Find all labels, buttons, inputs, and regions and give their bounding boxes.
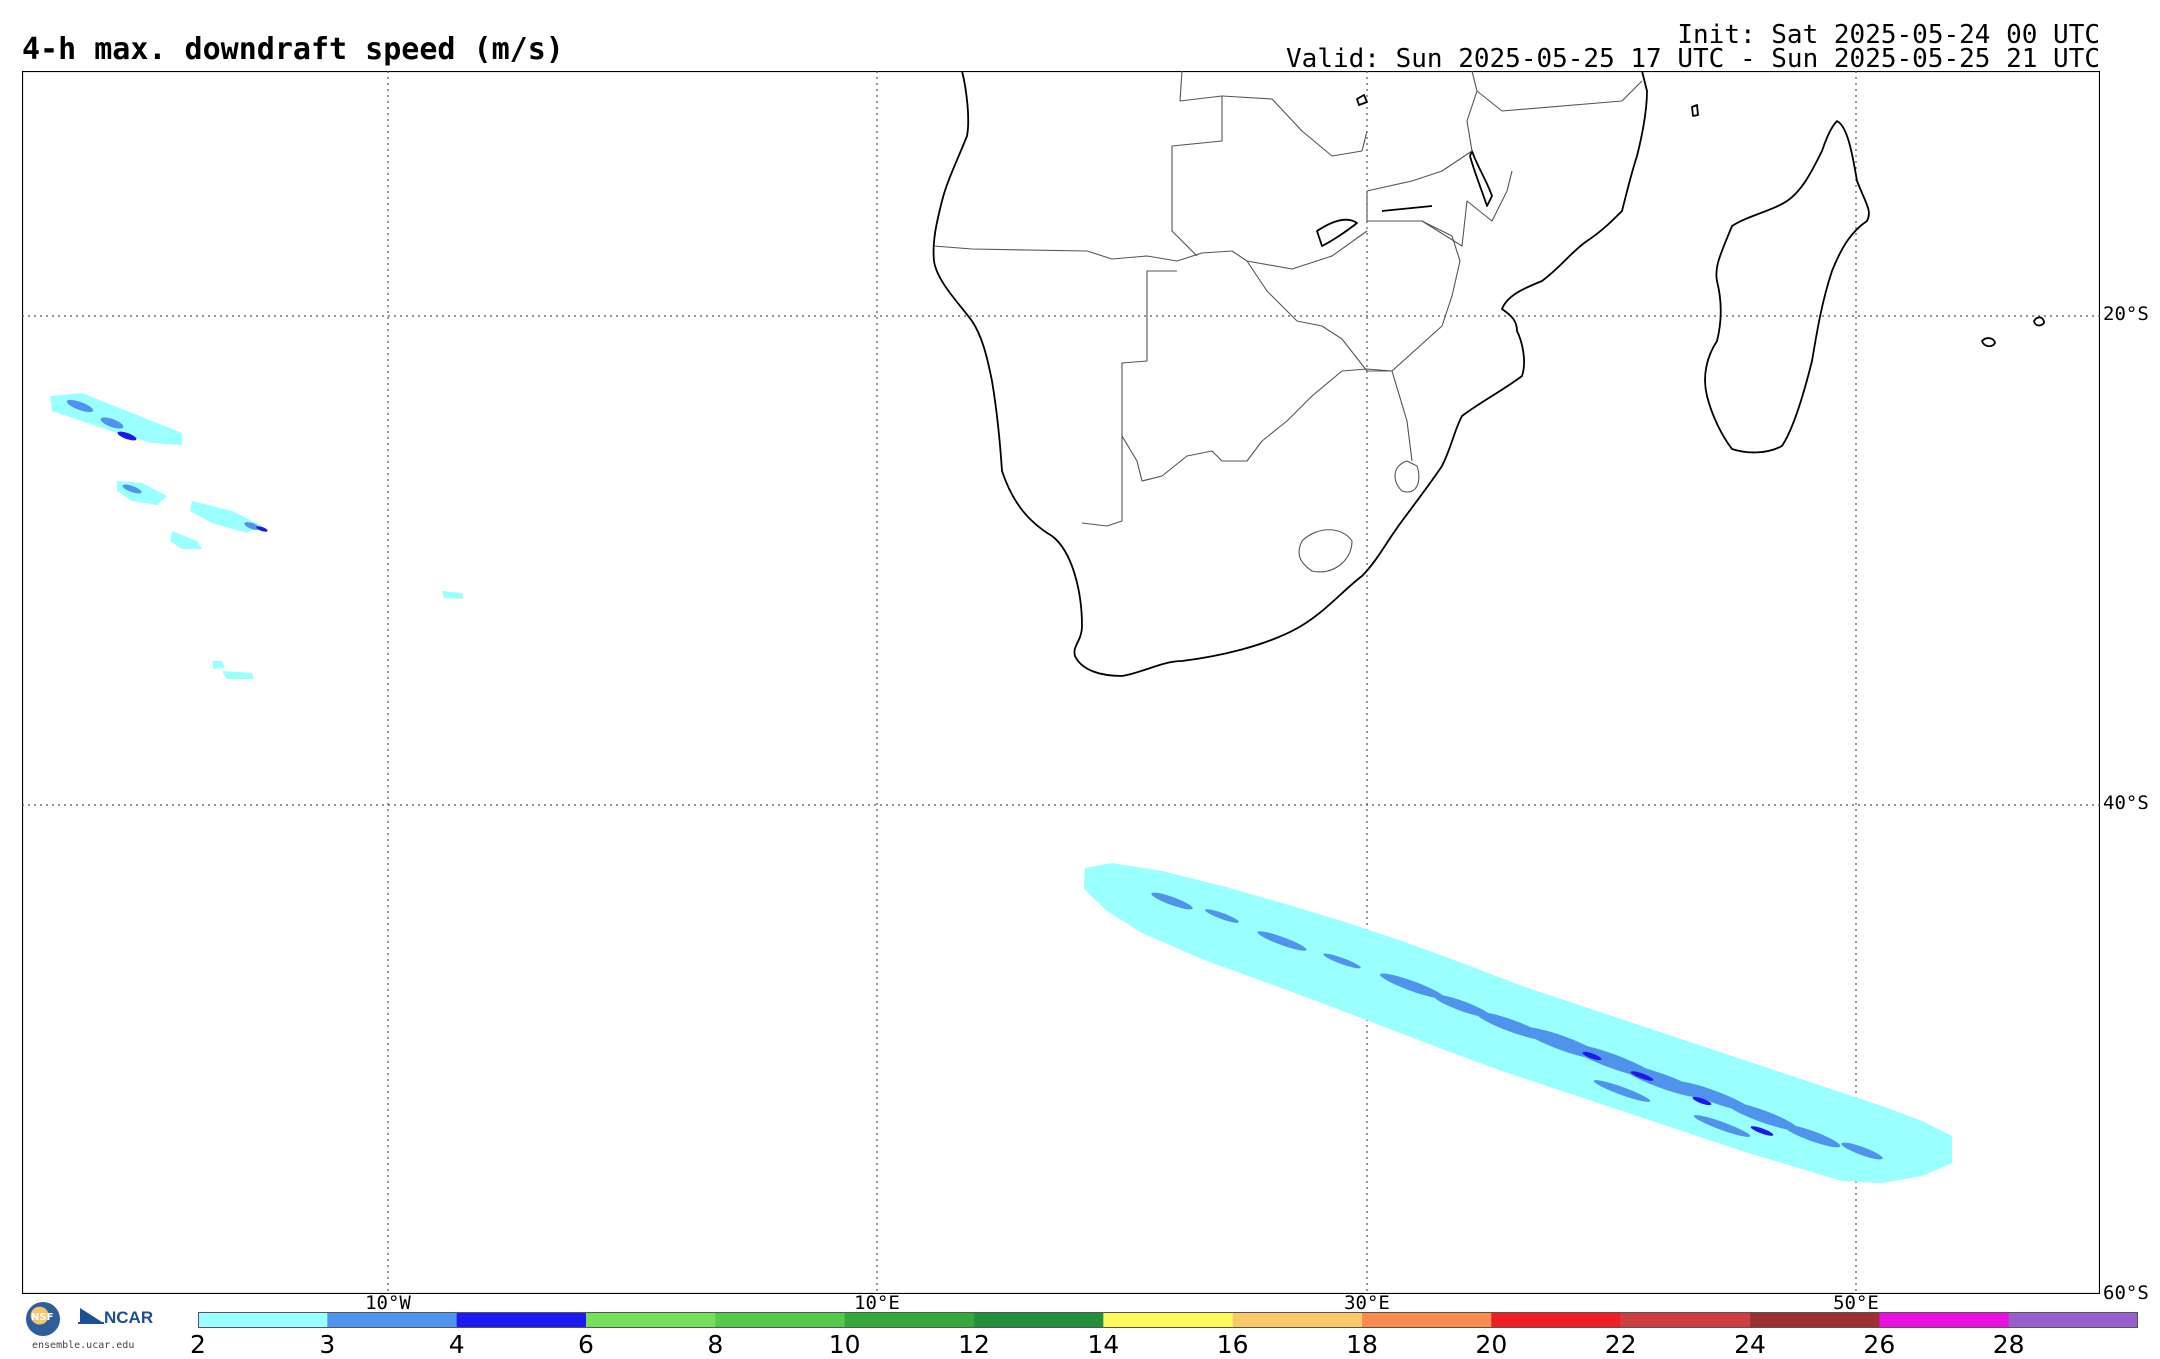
footer-logos: NSF NCAR ensemble.ucar.edu — [22, 1298, 160, 1354]
colorbar-tick-label: 28 — [1992, 1330, 2025, 1359]
colorbar-tick-label: 16 — [1216, 1330, 1249, 1359]
colorbar-tick-label: 14 — [1087, 1330, 1120, 1359]
valid-time: Valid: Sun 2025-05-25 17 UTC - Sun 2025-… — [1286, 44, 2100, 74]
colorbar-swatch-8 — [1232, 1312, 1363, 1328]
colorbar-swatch-0 — [198, 1312, 328, 1328]
lake-tanganyika — [1381, 205, 1433, 212]
colorbar-swatch-3 — [586, 1312, 716, 1328]
colorbar — [198, 1312, 2138, 1328]
nsf-logo-text: NSF — [31, 1312, 54, 1323]
gridlines — [22, 71, 2100, 1294]
ncar-logo-text: NCAR — [104, 1308, 154, 1327]
lake-kariba — [1316, 218, 1358, 247]
colorbar-tick-label: 10 — [828, 1330, 861, 1359]
colorbar-swatch-12 — [1750, 1312, 1880, 1328]
nsf-logo-icon — [26, 1302, 60, 1336]
downdraft-patches-northwest — [50, 393, 463, 679]
lake-malawi-outline — [1469, 150, 1493, 207]
downdraft-swath-southeast — [1084, 863, 1952, 1183]
colorbar-tick-label: 26 — [1863, 1330, 1896, 1359]
coastlines — [932, 71, 2045, 677]
colorbar-swatch-2 — [456, 1312, 587, 1328]
colorbar-tick-label: 22 — [1604, 1330, 1637, 1359]
site-url: ensemble.ucar.edu — [32, 1340, 135, 1351]
lon-label-10e: 10°E — [854, 1292, 900, 1314]
colorbar-swatch-10 — [1491, 1312, 1622, 1328]
colorbar-swatch-4 — [715, 1312, 846, 1328]
lat-label-40s: 40°S — [2103, 792, 2149, 814]
colorbar-tick-label: 12 — [958, 1330, 990, 1359]
lat-label-20s: 20°S — [2103, 303, 2149, 325]
mauritius-island — [2033, 316, 2045, 327]
country-borders — [933, 71, 1643, 573]
comoros-island — [1691, 104, 1699, 117]
colorbar-swatch-13 — [1879, 1312, 2010, 1328]
lon-label-10w: 10°W — [365, 1292, 411, 1314]
colorbar-swatch-6 — [974, 1312, 1104, 1328]
lon-label-30e: 30°E — [1344, 1292, 1390, 1314]
colorbar-tick-label: 20 — [1475, 1330, 1508, 1359]
madagascar-coastline — [1704, 120, 1870, 454]
colorbar-tick-label: 3 — [319, 1330, 336, 1359]
map-panel — [22, 71, 2100, 1294]
colorbar-tick-label: 8 — [707, 1330, 724, 1359]
colorbar-swatch-14 — [2008, 1312, 2138, 1328]
colorbar-tick-label: 4 — [448, 1330, 465, 1359]
colorbar-swatch-11 — [1620, 1312, 1751, 1328]
reunion-island — [1981, 337, 1996, 348]
map-title: 4-h max. downdraft speed (m/s) — [22, 32, 564, 67]
lake-victoria-outline — [1356, 94, 1368, 106]
colorbar-swatch-1 — [327, 1312, 458, 1328]
africa-coastline — [932, 71, 1648, 677]
colorbar-frame — [198, 1312, 2138, 1328]
colorbar-tick-label: 2 — [190, 1330, 206, 1359]
colorbar-tick-label: 18 — [1346, 1330, 1378, 1359]
colorbar-tick-label: 24 — [1734, 1330, 1766, 1359]
colorbar-swatch-7 — [1103, 1312, 1234, 1328]
ncar-logo-icon — [78, 1308, 104, 1324]
colorbar-swatch-9 — [1362, 1312, 1492, 1328]
colorbar-tick-label: 6 — [578, 1330, 594, 1359]
init-time: Init: Sat 2025-05-24 00 UTC — [1677, 20, 2100, 50]
colorbar-swatch-5 — [844, 1312, 975, 1328]
lat-label-60s: 60°S — [2103, 1282, 2149, 1304]
lon-label-50e: 50°E — [1833, 1292, 1879, 1314]
